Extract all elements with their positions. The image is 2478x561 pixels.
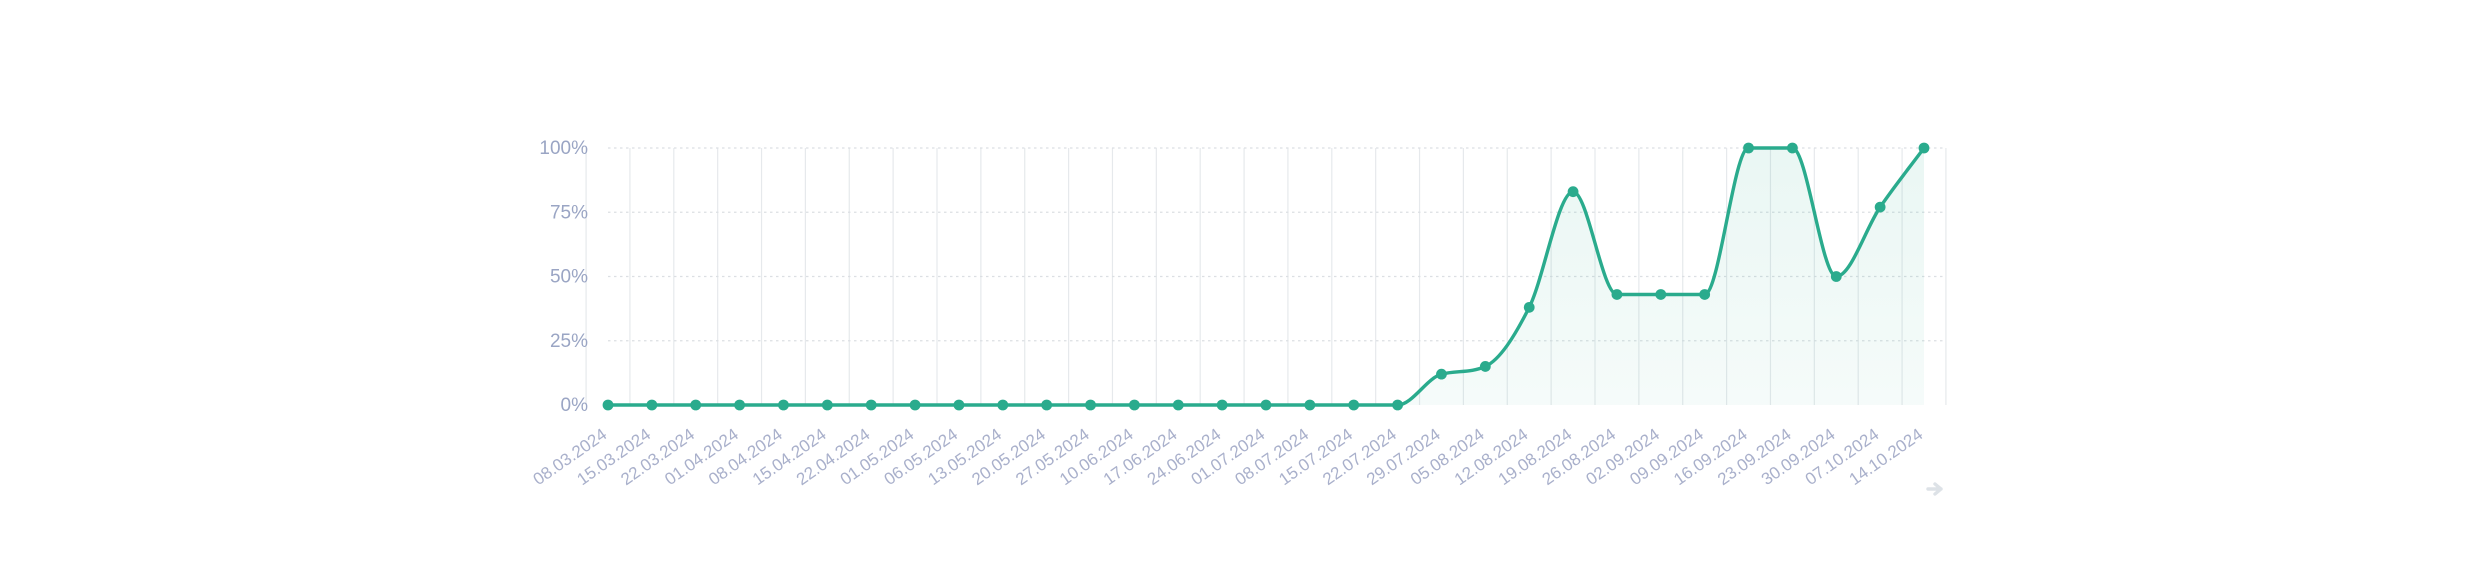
svg-text:100%: 100% — [539, 138, 588, 159]
svg-text:50%: 50% — [550, 267, 588, 288]
svg-text:75%: 75% — [550, 202, 588, 223]
svg-text:0%: 0% — [561, 395, 589, 416]
svg-text:25%: 25% — [550, 331, 588, 352]
